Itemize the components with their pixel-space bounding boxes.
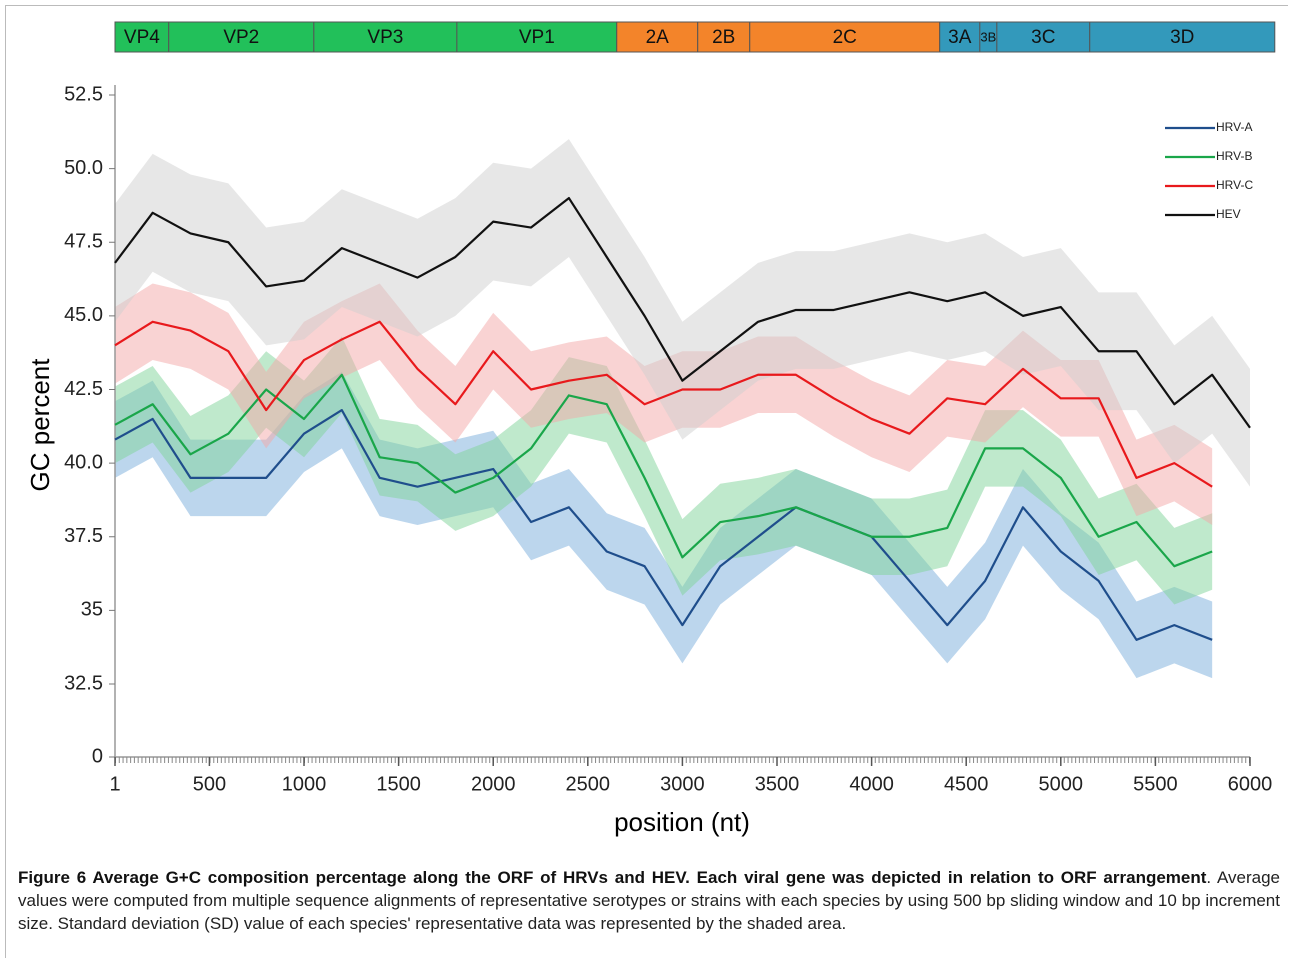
caption-text: . Average values were computed from mult…: [18, 868, 1280, 933]
legend-label: HRV-C: [1216, 178, 1253, 192]
sd-band: [115, 336, 1213, 605]
gene-segment: [697, 21, 751, 53]
series-line: [114, 320, 1213, 488]
x-tick-label: 4500: [944, 773, 989, 795]
series-line: [114, 196, 1251, 429]
y-tick-label: 37.5: [64, 525, 103, 547]
gene-label: 3D: [1170, 27, 1194, 48]
y-tick-label: 32.5: [64, 672, 103, 694]
x-tick-label: 4000: [849, 773, 894, 795]
y-tick-label: 45.0: [64, 304, 103, 326]
x-axis-label: position (nt): [614, 807, 750, 837]
x-tick-label: 1500: [376, 773, 421, 795]
caption: Figure 6 Average G+C composition percent…: [18, 866, 1280, 935]
y-tick-label: 42.5: [64, 378, 103, 400]
series-line: [114, 373, 1213, 568]
legend-label: HRV-B: [1216, 149, 1252, 163]
x-tick-label: 1: [109, 773, 120, 795]
gene-label: 2B: [712, 27, 735, 48]
gene-label: VP1: [519, 27, 555, 48]
x-tick-label: 6000: [1228, 773, 1273, 795]
x-tick-label: 3500: [755, 773, 800, 795]
gene-segment: [456, 21, 618, 53]
x-tick-label: 5500: [1133, 773, 1178, 795]
gene-segment: [939, 21, 981, 53]
gene-segment: [996, 21, 1091, 53]
x-tick-label: 3000: [660, 773, 705, 795]
x-tick-label: 2000: [471, 773, 516, 795]
gene-label: 2A: [646, 27, 670, 48]
chart: GC percent position (nt) VP4 VP2 VP3 VP1 2A 2…: [25, 21, 1276, 837]
gene-label: VP2: [223, 27, 259, 48]
x-tick-label: 1000: [282, 773, 327, 795]
gene-label: 3A: [948, 27, 972, 48]
gene-segment: [313, 21, 458, 53]
gene-label: VP4: [124, 27, 160, 48]
y-axis-label: GC percent: [25, 358, 55, 492]
sd-band: [115, 139, 1250, 487]
gene-label: 2C: [833, 27, 857, 48]
caption-bold: Figure 6 Average G+C composition percent…: [18, 868, 1207, 887]
gene-label: 3C: [1031, 27, 1055, 48]
gene-label: VP3: [367, 27, 403, 48]
figure-frame: [5, 5, 1288, 958]
x-tick-label: 500: [193, 773, 226, 795]
y-tick-label: 52.5: [64, 83, 103, 105]
gene-segment: [114, 21, 170, 53]
y-tick-label: 47.5: [64, 231, 103, 253]
series-line: [114, 409, 1213, 641]
y-tick-label: 50.0: [64, 157, 103, 179]
x-tick-label: 5000: [1039, 773, 1084, 795]
gene-segment: [168, 21, 315, 53]
y-tick-label: 35: [81, 599, 103, 621]
gene-label: 3B: [980, 29, 996, 44]
legend-label: HEV: [1216, 207, 1241, 221]
gene-segment: [1089, 21, 1276, 53]
y-tick-label: 0: [92, 745, 103, 767]
legend-label: HRV-A: [1216, 120, 1252, 134]
y-tick-label: 40.0: [64, 451, 103, 473]
x-tick-label: 2500: [566, 773, 611, 795]
